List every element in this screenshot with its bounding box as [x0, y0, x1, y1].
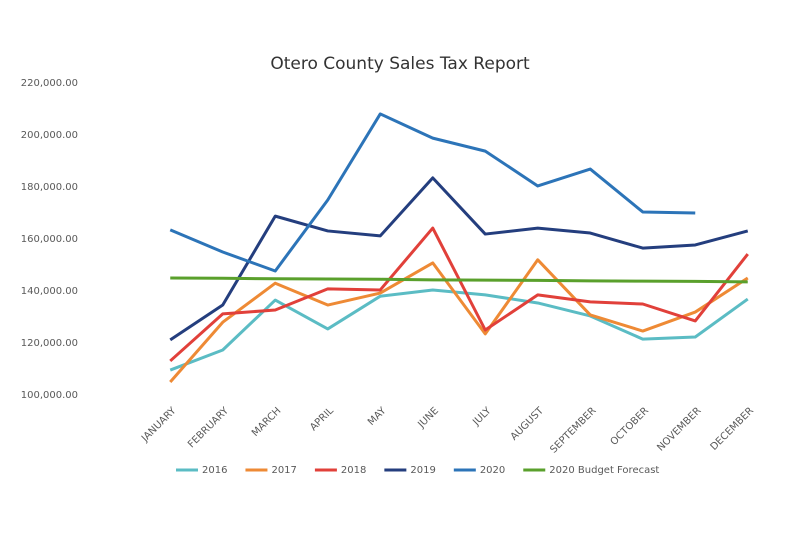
y-tick-label: 100,000.00	[21, 390, 78, 401]
chart-title: Otero County Sales Tax Report	[270, 54, 530, 74]
y-tick-label: 200,000.00	[21, 130, 78, 141]
x-tick-label: NOVEMBER	[655, 405, 703, 453]
x-tick-label: MARCH	[250, 405, 284, 439]
series-line	[169, 288, 749, 372]
x-tick-label: SEPTEMBER	[548, 405, 598, 455]
x-tick-label: MAY	[366, 405, 389, 428]
y-tick-label: 180,000.00	[21, 182, 78, 193]
legend-label: 2017	[271, 465, 296, 476]
series-line	[170, 276, 748, 284]
legend-label: 2019	[410, 465, 435, 476]
x-tick-label: AUGUST	[509, 405, 547, 443]
legend-label: 2016	[202, 465, 227, 476]
legend-label: 2020 Budget Forecast	[549, 465, 659, 476]
x-tick-label: JUNE	[415, 405, 441, 431]
y-tick-label: 140,000.00	[21, 286, 78, 297]
series-line	[169, 258, 749, 383]
y-tick-label: 160,000.00	[21, 234, 78, 245]
x-tick-label: FEBRUARY	[186, 405, 232, 451]
series-line	[169, 112, 696, 273]
x-tick-label: JULY	[470, 405, 494, 429]
x-tick-label: OCTOBER	[609, 405, 651, 447]
x-tick-label: APRIL	[308, 405, 336, 433]
series-line	[169, 176, 749, 342]
y-tick-label: 220,000.00	[21, 78, 78, 89]
legend-label: 2020	[480, 465, 505, 476]
x-tick-label: DECEMBER	[709, 405, 756, 452]
y-tick-label: 120,000.00	[21, 338, 78, 349]
x-tick-label: JANUARY	[139, 405, 179, 445]
legend-label: 2018	[341, 465, 366, 476]
